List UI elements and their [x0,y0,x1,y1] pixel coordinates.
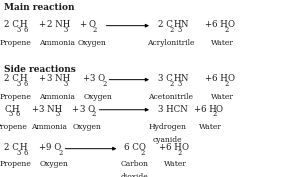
Text: 6: 6 [16,110,20,118]
Text: 6 H: 6 H [201,104,216,113]
Text: 2 C: 2 C [4,20,19,29]
Text: 3: 3 [56,110,60,118]
Text: +: + [72,104,79,113]
Text: 3: 3 [16,80,21,88]
Text: 9 O: 9 O [46,143,62,152]
Text: 3: 3 [16,149,21,157]
Text: H: H [20,74,27,83]
Text: +: + [193,104,200,113]
Text: Main reaction: Main reaction [4,3,75,12]
Text: 3 HCN: 3 HCN [158,104,187,113]
Text: N: N [180,74,188,83]
Text: 3 C: 3 C [158,74,172,83]
Text: cyanide: cyanide [153,136,183,144]
Text: Hydrogen: Hydrogen [149,123,187,131]
Text: 3: 3 [63,26,68,34]
Text: Ammonia: Ammonia [39,93,75,101]
Text: 2: 2 [170,80,174,88]
Text: 2 C: 2 C [4,143,19,152]
Text: 2 NH: 2 NH [47,20,70,29]
Text: 3 O: 3 O [90,74,105,83]
Text: 2: 2 [178,149,182,157]
Text: +: + [80,20,87,29]
Text: 3: 3 [177,80,181,88]
Text: 3: 3 [16,26,21,34]
Text: Acrylonitrile: Acrylonitrile [147,39,195,47]
Text: O: O [216,104,223,113]
Text: H: H [11,104,19,113]
Text: 2 C: 2 C [4,74,19,83]
Text: dioxide: dioxide [120,173,148,177]
Text: 2: 2 [59,149,63,157]
Text: Ammonia: Ammonia [31,123,67,131]
Text: 2: 2 [92,110,96,118]
Text: +: + [38,74,45,83]
Text: 3: 3 [9,110,12,118]
Text: 2: 2 [92,26,96,34]
Text: 6 H: 6 H [212,74,228,83]
Text: 6: 6 [24,80,28,88]
Text: O: O [228,74,235,83]
Text: +: + [38,20,45,29]
Text: Water: Water [199,123,222,131]
Text: Propene: Propene [0,39,32,47]
Text: 3: 3 [177,26,181,34]
Text: 3 O: 3 O [80,104,95,113]
Text: 2: 2 [170,26,174,34]
Text: Acetonitrile: Acetonitrile [149,93,193,101]
Text: +: + [31,104,38,113]
Text: O: O [88,20,95,29]
Text: H: H [173,20,181,29]
Text: 6 H: 6 H [166,143,181,152]
Text: C: C [4,104,11,113]
Text: 2 C: 2 C [158,20,172,29]
Text: Propene: Propene [0,123,28,131]
Text: Water: Water [211,39,234,47]
Text: Side reactions: Side reactions [4,65,76,74]
Text: 6 H: 6 H [212,20,228,29]
Text: Carbon: Carbon [120,160,148,168]
Text: 2: 2 [213,110,217,118]
Text: Propene: Propene [0,160,32,168]
Text: H: H [173,74,181,83]
Text: +: + [38,143,45,152]
Text: Oxygen: Oxygen [77,39,106,47]
Text: +: + [204,74,212,83]
Text: +: + [82,74,89,83]
Text: Ammonia: Ammonia [39,39,75,47]
Text: 6 CO: 6 CO [124,143,146,152]
Text: H: H [20,143,27,152]
Text: Oxygen: Oxygen [73,123,102,131]
Text: Oxygen: Oxygen [39,160,68,168]
Text: +: + [204,20,212,29]
Text: H: H [20,20,27,29]
Text: 3 NH: 3 NH [39,104,62,113]
Text: 3: 3 [63,80,68,88]
Text: 2: 2 [225,80,229,88]
Text: 6: 6 [24,26,28,34]
Text: 2: 2 [225,26,229,34]
Text: 3 NH: 3 NH [47,74,70,83]
Text: 2: 2 [103,80,107,88]
Text: Oxygen: Oxygen [83,93,112,101]
Text: Water: Water [211,93,234,101]
Text: 6: 6 [24,149,28,157]
Text: N: N [180,20,188,29]
Text: Water: Water [164,160,187,168]
Text: Propene: Propene [0,93,32,101]
Text: O: O [228,20,235,29]
Text: 2: 2 [141,149,145,157]
Text: +: + [158,143,165,152]
Text: O: O [181,143,188,152]
